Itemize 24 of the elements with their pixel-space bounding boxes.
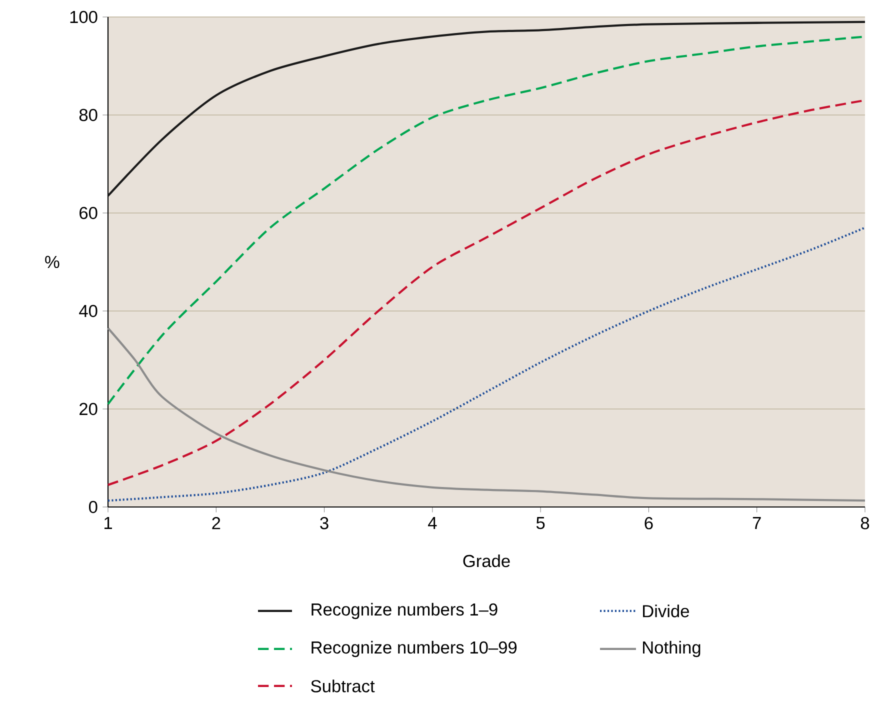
x-tick-label: 1: [104, 517, 112, 529]
line-series: [106, 327, 866, 502]
legend-label: Nothing: [643, 640, 700, 658]
x-tick-label: 7: [752, 517, 761, 529]
x-tick-label: 2: [212, 517, 220, 530]
y-tick-label: 0: [88, 500, 98, 514]
y-tick-label: 20: [80, 402, 98, 416]
x-tick-label: 5: [536, 517, 545, 530]
y-tick-label: 100: [70, 10, 98, 24]
y-tick-label: 60: [80, 206, 98, 220]
x-tick-label: 4: [428, 517, 437, 529]
x-tick-label: 6: [644, 517, 653, 530]
x-tick-label: 8: [860, 517, 870, 530]
line-series: [106, 226, 866, 502]
legend-label: Recognize numbers 1–9: [312, 602, 498, 620]
y-axis-title: %: [45, 256, 60, 268]
x-axis-title: Grade: [463, 554, 510, 568]
legend-label: Divide: [643, 604, 689, 618]
line-series: [106, 20, 866, 197]
legend-label: Subtract: [311, 680, 375, 692]
legend-label: Recognize numbers 10–99: [312, 640, 517, 658]
y-tick-label: 40: [79, 304, 98, 318]
x-tick-label: 3: [320, 517, 328, 530]
y-tick-label: 80: [79, 108, 98, 122]
